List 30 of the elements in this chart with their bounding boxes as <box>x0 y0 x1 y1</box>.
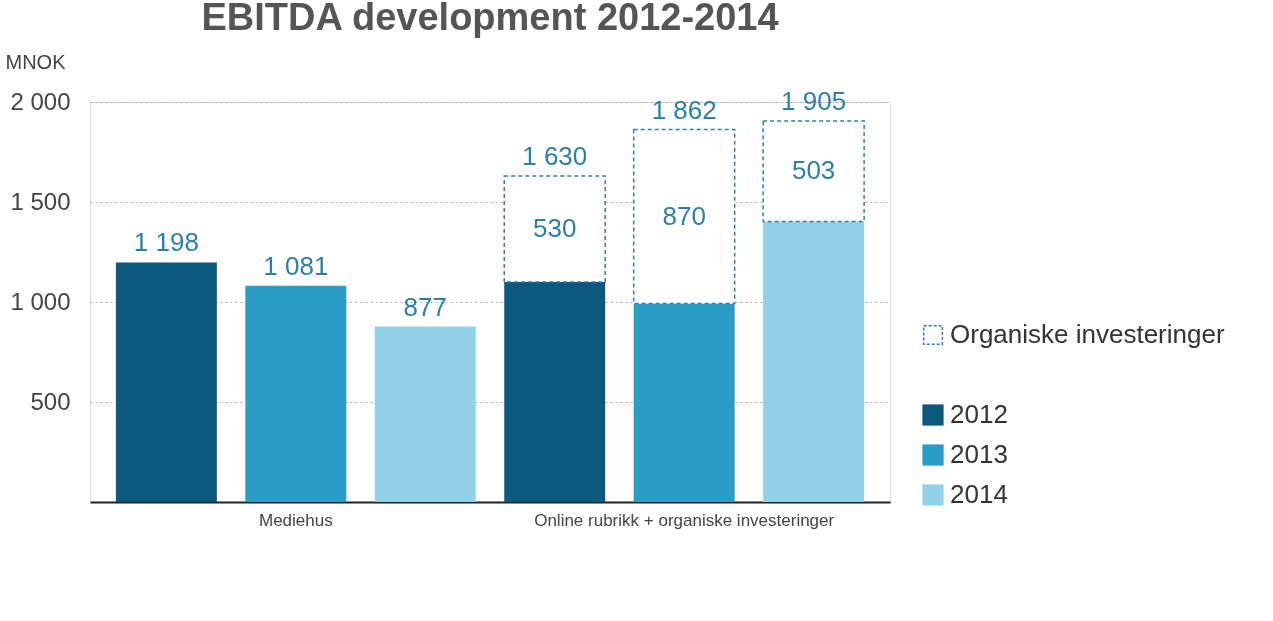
bar <box>115 262 217 502</box>
bar <box>762 120 865 223</box>
bar <box>632 128 736 305</box>
bar <box>503 175 606 283</box>
y-tick-label: 1 500 <box>10 187 71 215</box>
total-label: 1 862 <box>651 94 717 125</box>
bar <box>763 221 865 502</box>
y-tick-label: 500 <box>30 387 71 415</box>
bar <box>374 326 476 502</box>
data-label: 877 <box>403 291 447 322</box>
data-label: 1 198 <box>133 227 199 258</box>
y-tick-label: 1 000 <box>10 287 71 315</box>
legend-label: Organiske investeringer <box>950 319 1225 349</box>
data-label: 530 <box>533 213 577 243</box>
total-label: 1 630 <box>522 141 588 171</box>
bar <box>504 282 606 502</box>
legend-label: 2012 <box>950 399 1008 429</box>
chart-title: EBITDA development 2012-2014 <box>201 0 779 38</box>
y-tick-label: 2 000 <box>10 87 71 115</box>
x-tick-label: Online rubrikk + organiske investeringer <box>534 510 835 530</box>
data-label: 503 <box>791 155 836 186</box>
legend-label: 2013 <box>950 439 1008 469</box>
legend-label: 2014 <box>950 479 1008 509</box>
x-tick-label: Mediehus <box>258 510 333 530</box>
total-label: 1 905 <box>781 86 847 116</box>
data-label: 1 081 <box>263 250 329 281</box>
bar <box>633 303 735 502</box>
data-label: 870 <box>662 200 706 231</box>
y-axis-title: MNOK <box>5 50 67 73</box>
bar <box>245 285 347 502</box>
